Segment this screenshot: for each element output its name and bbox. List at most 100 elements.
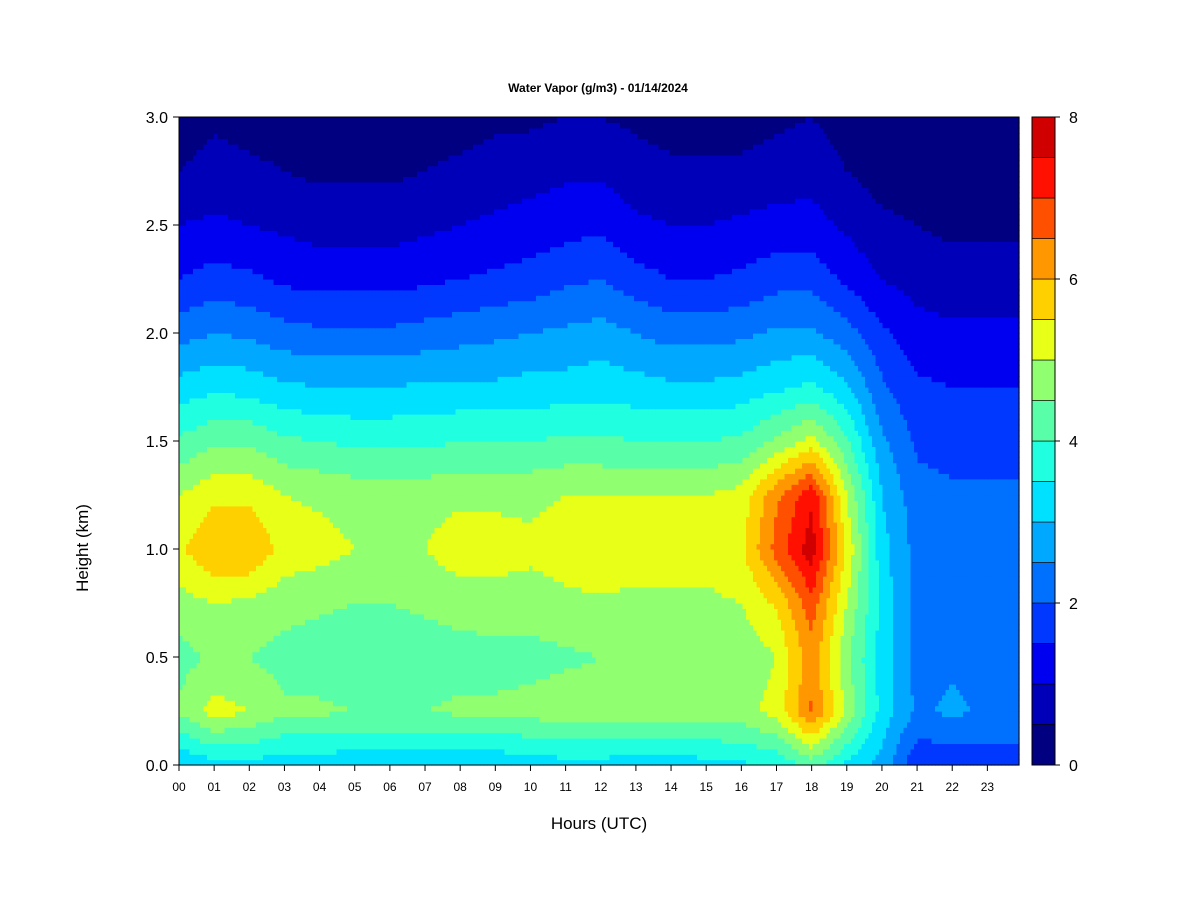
heatmap-cell — [767, 673, 771, 679]
heatmap-cell — [246, 716, 250, 722]
heatmap-cell — [358, 743, 362, 749]
heatmap-cell — [599, 662, 603, 668]
heatmap-cell — [526, 727, 530, 733]
heatmap-cell — [508, 727, 512, 733]
heatmap-cell — [764, 733, 768, 739]
heatmap-cell — [690, 668, 694, 674]
heatmap-cell — [638, 716, 642, 722]
heatmap-cell — [641, 652, 645, 658]
heatmap-cell — [813, 657, 817, 663]
heatmap-cell — [281, 700, 285, 706]
heatmap-cell — [956, 738, 960, 744]
heatmap-cell — [795, 733, 799, 739]
heatmap-cell — [410, 743, 414, 749]
heatmap-cell — [526, 749, 530, 755]
heatmap-cell — [683, 733, 687, 739]
heatmap-cell — [729, 695, 733, 701]
heatmap-cell — [344, 716, 348, 722]
heatmap-cell — [354, 733, 358, 739]
heatmap-cell — [834, 695, 838, 701]
heatmap-cell — [659, 668, 663, 674]
heatmap-cell — [277, 727, 281, 733]
heatmap-cell — [606, 716, 610, 722]
heatmap-cell — [200, 733, 204, 739]
heatmap-cell — [760, 657, 764, 663]
heatmap-cell — [603, 668, 607, 674]
heatmap-cell — [253, 662, 257, 668]
heatmap-cell — [648, 722, 652, 728]
heatmap-cell — [340, 684, 344, 690]
heatmap-cell — [274, 711, 278, 717]
heatmap-cell — [897, 679, 901, 685]
heatmap-cell — [302, 657, 306, 663]
heatmap-cell — [851, 722, 855, 728]
heatmap-cell — [890, 657, 894, 663]
heatmap-cell — [267, 749, 271, 755]
heatmap-cell — [389, 754, 393, 760]
heatmap-cell — [802, 743, 806, 749]
heatmap-cell — [876, 684, 880, 690]
heatmap-cell — [277, 722, 281, 728]
heatmap-cell — [687, 652, 691, 658]
heatmap-cell — [505, 743, 509, 749]
heatmap-cell — [260, 652, 264, 658]
heatmap-cell — [463, 662, 467, 668]
heatmap-cell — [197, 716, 201, 722]
heatmap-cell — [575, 657, 579, 663]
heatmap-cell — [529, 668, 533, 674]
heatmap-cell — [613, 749, 617, 755]
heatmap-cell — [372, 738, 376, 744]
heatmap-cell — [519, 727, 523, 733]
heatmap-cell — [774, 738, 778, 744]
heatmap-cell — [974, 700, 978, 706]
heatmap-cell — [690, 738, 694, 744]
heatmap-cell — [533, 727, 537, 733]
heatmap-cell — [571, 662, 575, 668]
heatmap-cell — [802, 722, 806, 728]
heatmap-cell — [547, 706, 551, 712]
heatmap-cell — [1002, 738, 1006, 744]
heatmap-cell — [806, 733, 810, 739]
heatmap-cell — [841, 749, 845, 755]
heatmap-cell — [358, 662, 362, 668]
heatmap-cell — [470, 722, 474, 728]
heatmap-cell — [820, 706, 824, 712]
heatmap-cell — [750, 727, 754, 733]
heatmap-cell — [190, 749, 194, 755]
heatmap-cell — [249, 662, 253, 668]
heatmap-cell — [382, 727, 386, 733]
heatmap-cell — [491, 662, 495, 668]
heatmap-cell — [403, 700, 407, 706]
heatmap-cell — [606, 662, 610, 668]
heatmap-cell — [214, 695, 218, 701]
heatmap-cell — [736, 652, 740, 658]
heatmap-cell — [757, 684, 761, 690]
heatmap-cell — [711, 662, 715, 668]
heatmap-cell — [277, 689, 281, 695]
heatmap-cell — [718, 711, 722, 717]
heatmap-cell — [396, 668, 400, 674]
heatmap-cell — [617, 689, 621, 695]
heatmap-cell — [932, 722, 936, 728]
heatmap-cell — [578, 738, 582, 744]
heatmap-cell — [459, 738, 463, 744]
heatmap-cell — [694, 684, 698, 690]
heatmap-cell — [967, 657, 971, 663]
heatmap-cell — [851, 749, 855, 755]
heatmap-cell — [543, 738, 547, 744]
heatmap-cell — [235, 689, 239, 695]
heatmap-cell — [351, 733, 355, 739]
heatmap-cell — [183, 749, 187, 755]
heatmap-cell — [627, 716, 631, 722]
heatmap-cell — [547, 689, 551, 695]
heatmap-cell — [239, 684, 243, 690]
heatmap-cell — [386, 695, 390, 701]
heatmap-cell — [571, 749, 575, 755]
heatmap-cell — [606, 668, 610, 674]
heatmap-cell — [641, 727, 645, 733]
heatmap-cell — [638, 733, 642, 739]
heatmap-cell — [998, 673, 1002, 679]
heatmap-cell — [575, 652, 579, 658]
heatmap-cell — [512, 689, 516, 695]
heatmap-cell — [641, 657, 645, 663]
